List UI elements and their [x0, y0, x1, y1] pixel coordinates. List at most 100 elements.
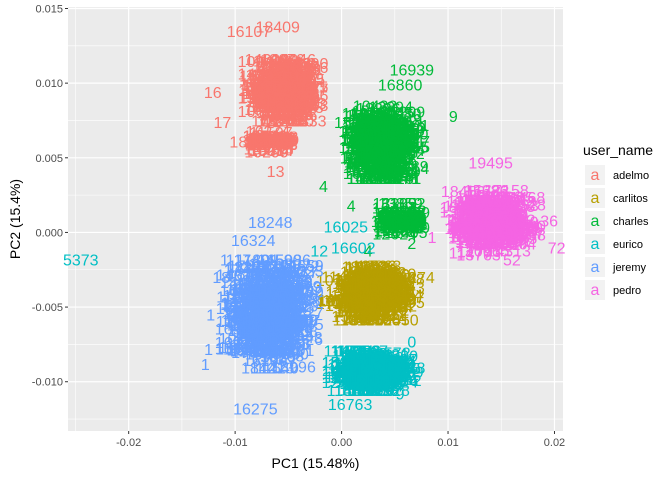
- data-point: 15227: [264, 84, 309, 101]
- data-point: 14469: [343, 140, 388, 157]
- data-point: 13390: [284, 56, 329, 73]
- data-point: 15230: [364, 138, 409, 155]
- data-point: 15926: [374, 219, 419, 236]
- data-point: 10149: [378, 112, 423, 129]
- data-point: 10987: [344, 285, 389, 302]
- data-point: 18682: [258, 88, 303, 105]
- data-point: 14949: [354, 300, 399, 317]
- data-point: 12933: [274, 90, 319, 107]
- data-point: 18052: [379, 221, 424, 238]
- data-point: 13117: [368, 354, 411, 371]
- data-point: 12158: [358, 300, 403, 317]
- data-point: 18851: [366, 354, 411, 371]
- data-point: 17331: [353, 365, 398, 382]
- data-point: 17178: [316, 296, 361, 313]
- data-point: 18236: [356, 101, 401, 118]
- data-point: 15315: [344, 353, 389, 370]
- data-point: 11583: [367, 127, 410, 144]
- data-point: 18456: [264, 97, 309, 114]
- data-point: 12078: [365, 131, 410, 148]
- data-point: 14069: [372, 292, 417, 309]
- data-point: 15696: [243, 128, 288, 145]
- data-point: 16907: [344, 276, 389, 293]
- data-point: 18326: [362, 115, 407, 132]
- data-point: 16934: [249, 130, 294, 147]
- data-point: 12242: [243, 312, 288, 329]
- data-point: 10342: [260, 72, 305, 89]
- data-point: 18762: [381, 206, 426, 223]
- data-point: 12659: [342, 280, 387, 297]
- data-point: 15037: [362, 290, 407, 307]
- data-point: 14456: [341, 350, 386, 367]
- data-point: 16165: [253, 90, 298, 107]
- data-point: 13278: [273, 97, 318, 114]
- data-point: 11880: [252, 80, 295, 97]
- data-point: 17243: [349, 135, 394, 152]
- data-point: 16420: [375, 131, 420, 148]
- data-point: 17196: [355, 360, 400, 377]
- data-point: 17113: [359, 377, 402, 394]
- data-point: 10609: [238, 104, 283, 121]
- data-point: 18743: [365, 289, 410, 306]
- data-point: 14262: [252, 99, 297, 116]
- data-point: 13578: [266, 88, 311, 105]
- data-point: 10383: [342, 284, 387, 301]
- data-point: 10121: [362, 146, 407, 163]
- point-label: 1: [206, 308, 215, 325]
- data-point: 10566: [376, 209, 421, 226]
- data-point: 16549: [360, 364, 405, 381]
- data-point: 12533: [365, 136, 410, 153]
- data-point: 10462: [345, 359, 390, 376]
- data-point: 15128: [244, 142, 289, 159]
- data-point: 12732: [371, 214, 416, 231]
- data-point: 13045: [370, 105, 415, 122]
- data-point: 18204: [375, 126, 420, 143]
- data-point: 17780: [479, 193, 524, 210]
- data-point: 12226: [255, 89, 300, 106]
- data-point: 13737: [364, 136, 409, 153]
- data-point: 15287: [257, 80, 302, 97]
- data-point: 13723: [269, 62, 314, 79]
- data-point: 14887: [374, 224, 419, 241]
- data-point: 11652: [357, 133, 400, 150]
- data-point: 14981: [265, 96, 310, 113]
- data-point: 15173: [350, 127, 395, 144]
- data-point: 16274: [246, 124, 291, 141]
- data-point: 17328: [347, 280, 392, 297]
- data-point: 18528: [361, 116, 406, 133]
- data-point: 17294: [358, 280, 403, 297]
- data-point: 14576: [349, 357, 394, 374]
- data-point: 10658: [359, 350, 404, 367]
- data-point: 14934: [256, 86, 301, 103]
- data-point: 17408: [258, 71, 303, 88]
- data-point: 10478: [258, 92, 303, 109]
- point-label: 72: [548, 240, 566, 257]
- data-point: 10833: [368, 138, 413, 155]
- data-point: 12845: [345, 134, 390, 151]
- data-point: 12568: [269, 73, 314, 90]
- data-point: 18843: [355, 149, 400, 166]
- data-point: 14799: [346, 363, 391, 380]
- point-label: 9: [449, 109, 458, 126]
- data-point: 10482: [341, 125, 386, 142]
- data-point: 18956: [355, 127, 400, 144]
- data-point: 12946: [275, 87, 320, 104]
- data-point: 16909: [337, 296, 382, 313]
- data-point: 13579: [239, 73, 284, 90]
- data-point: 15427: [365, 292, 410, 309]
- x-tick-label: -0.01: [223, 437, 248, 449]
- data-point: 13681: [246, 94, 291, 111]
- point-label: 16602: [331, 240, 376, 257]
- data-point: 12731: [270, 93, 315, 110]
- data-point: 17081: [353, 356, 398, 373]
- data-point: 18350: [343, 377, 388, 394]
- data-point: 17900: [366, 128, 411, 145]
- data-point: 12148: [344, 141, 389, 158]
- point-label: 16763: [328, 397, 373, 414]
- data-point: 15571: [259, 95, 304, 112]
- data-point: 11468: [359, 171, 402, 188]
- data-point: 18049: [356, 124, 401, 141]
- data-point: 14681: [356, 122, 401, 139]
- data-point: 11842: [342, 287, 385, 304]
- data-point: 13105: [352, 140, 397, 157]
